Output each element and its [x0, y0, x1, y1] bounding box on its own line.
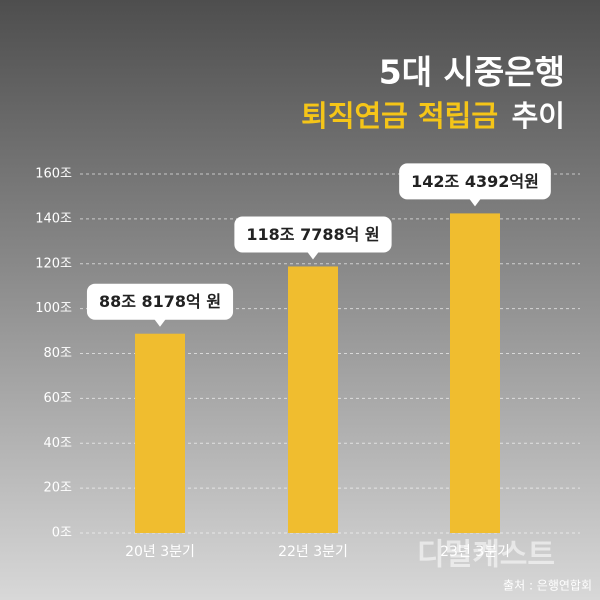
y-tick-label: 160조 — [35, 167, 72, 182]
y-tick-label: 140조 — [35, 211, 72, 226]
y-tick-label: 40조 — [43, 436, 72, 451]
bar — [135, 333, 185, 533]
logo: 디멀캐스트 — [417, 538, 555, 573]
callout-pointer — [469, 198, 481, 207]
callout-box — [234, 216, 392, 253]
title: 추이 — [512, 99, 565, 133]
y-tick-label: 120조 — [35, 256, 72, 271]
x-tick-label: 20년 3분기 — [125, 544, 195, 560]
y-tick-label: 100조 — [35, 301, 72, 316]
x-tick-label: 23년 3분기 — [440, 544, 510, 560]
source: 출처 : 은행연합회 — [503, 578, 592, 593]
y-tick-label: 60조 — [43, 391, 72, 406]
value-label: 88조 8178억 원 — [99, 292, 221, 311]
bar — [288, 266, 338, 533]
bar — [450, 213, 500, 533]
callout-box — [399, 163, 551, 200]
y-tick-label: 20조 — [43, 481, 72, 496]
title: 퇴직연금 적립금 — [301, 99, 498, 133]
callout-pointer — [154, 318, 166, 327]
callout-box — [86, 283, 234, 320]
value-label: 142조 4392억원 — [411, 172, 539, 191]
title: 5대 시중은행 — [379, 53, 565, 92]
y-tick-label: 80조 — [43, 346, 72, 361]
y-tick-label: 0조 — [52, 526, 72, 541]
callout-pointer — [307, 251, 319, 260]
x-tick-label: 22년 3분기 — [278, 544, 348, 560]
value-label: 118조 7788억 원 — [246, 225, 379, 244]
